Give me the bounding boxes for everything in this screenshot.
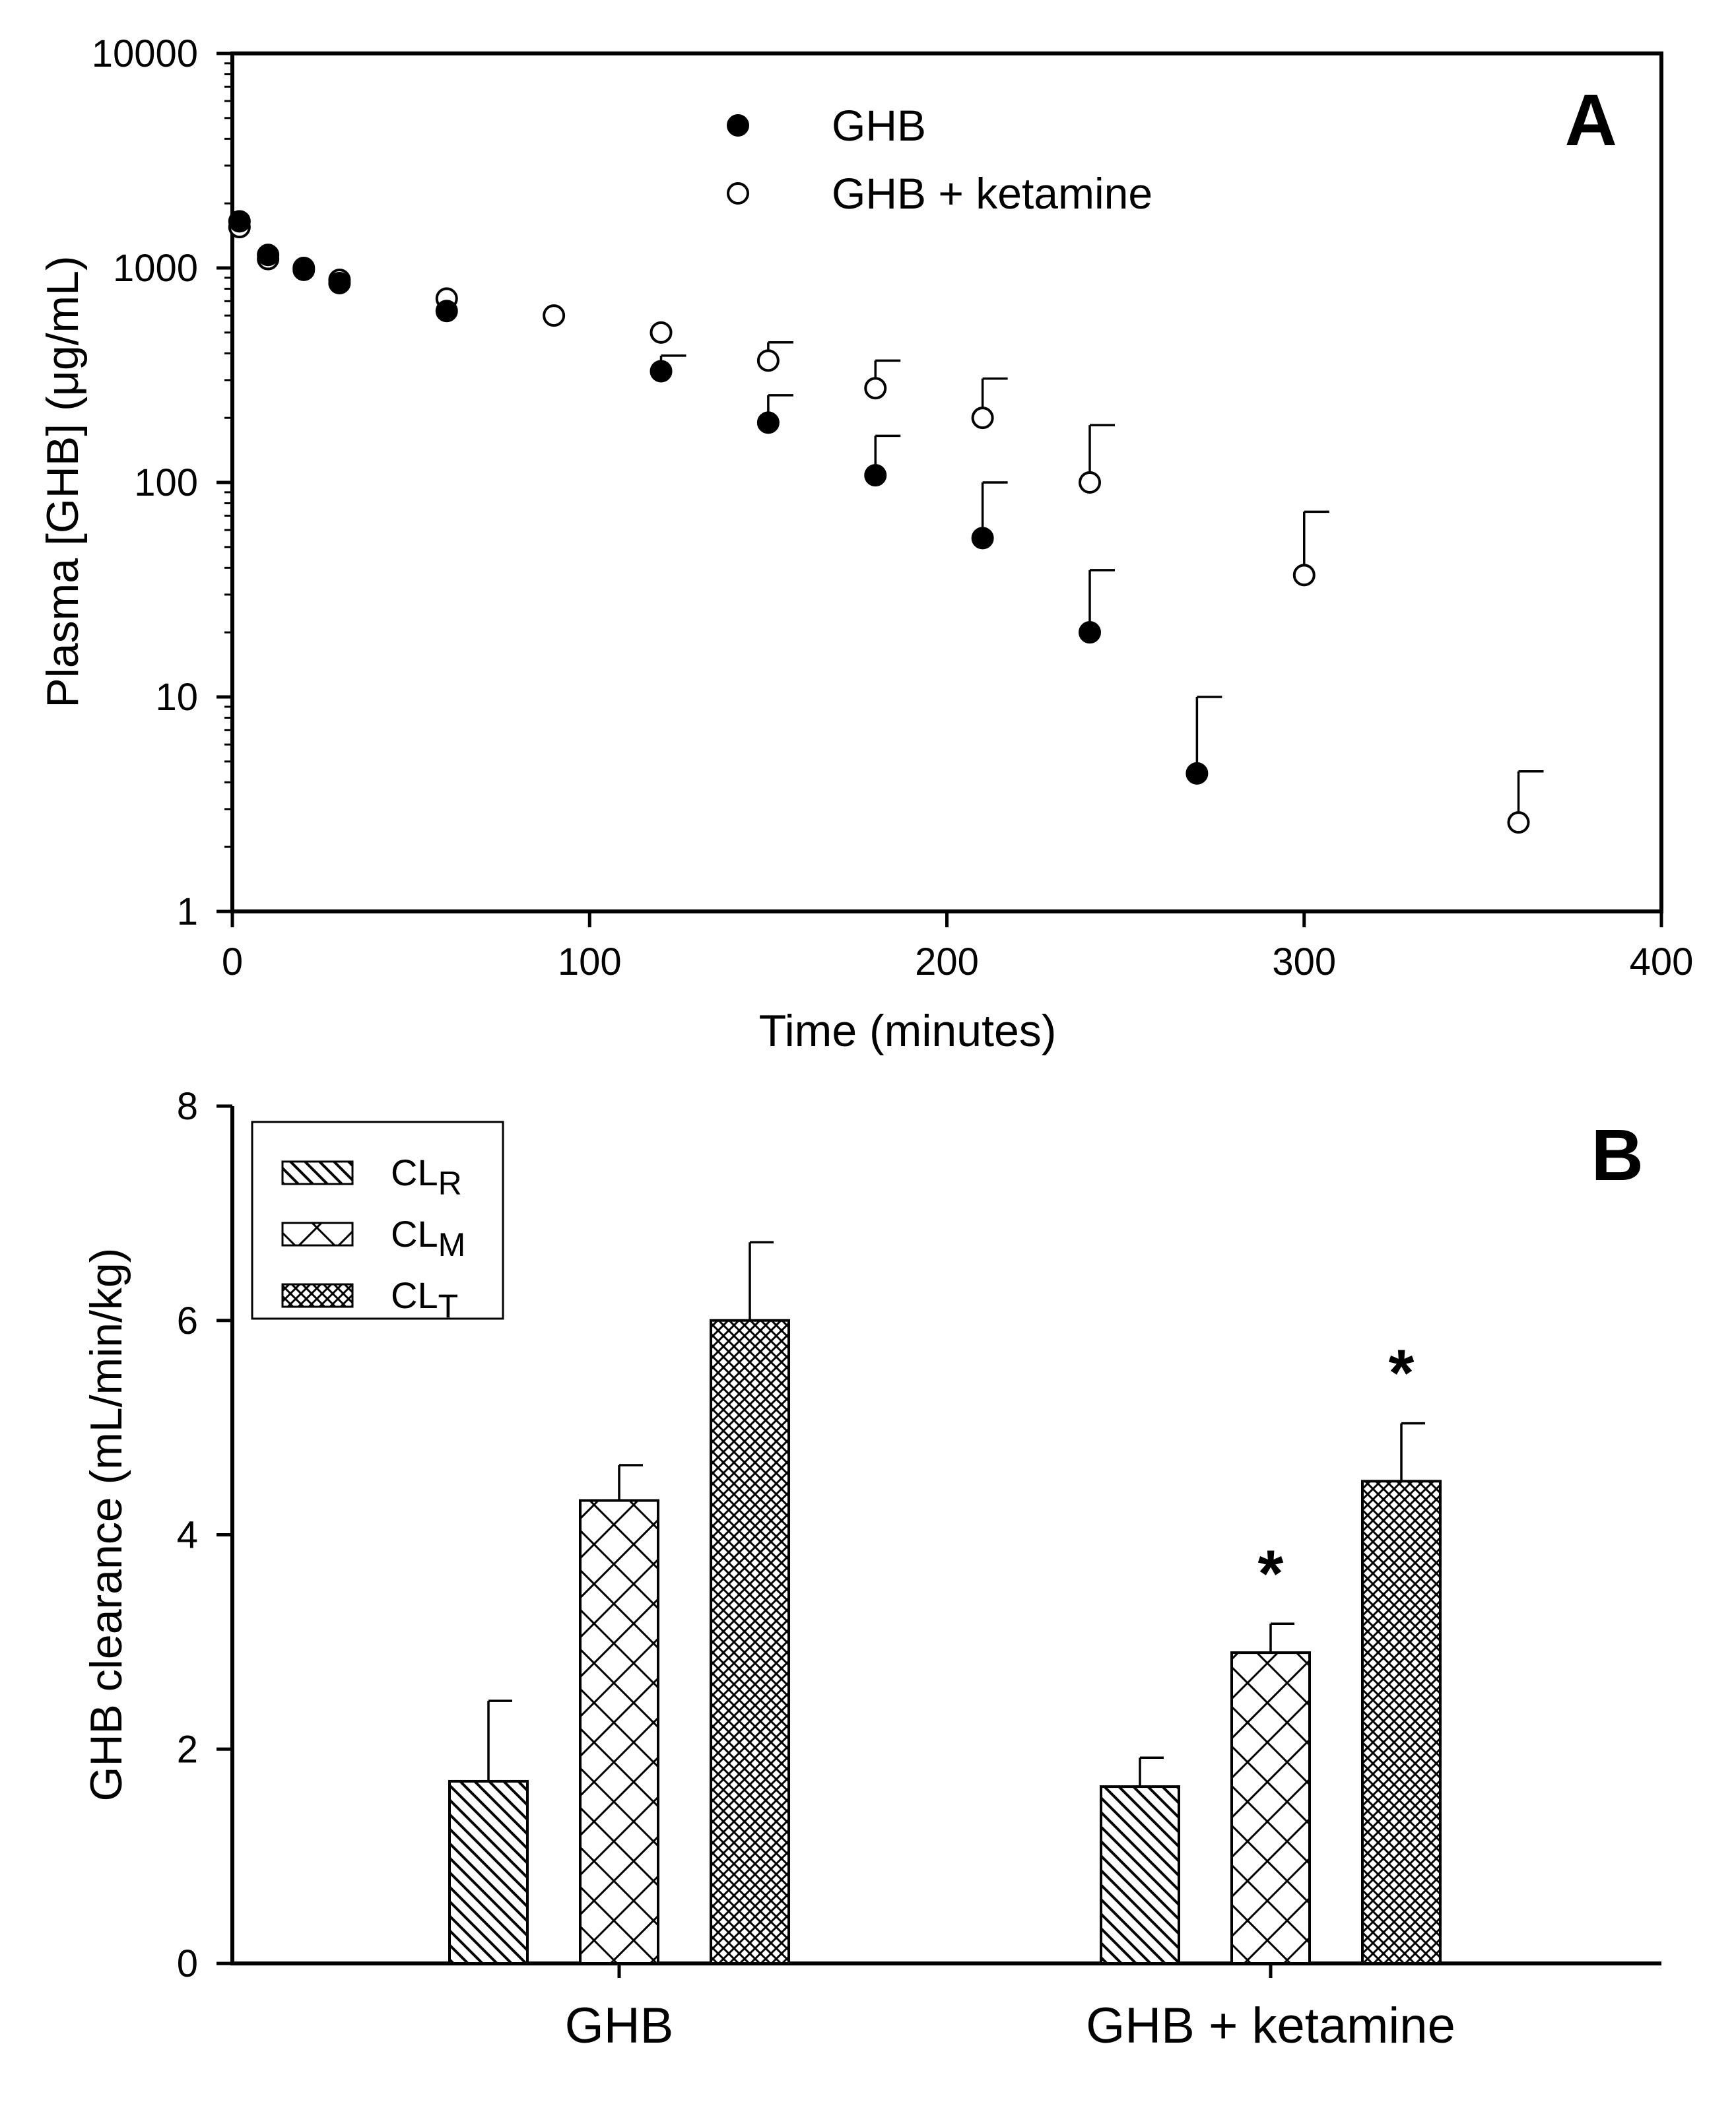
panel-b-y-ticks: 0 2 4 6 8 — [177, 1085, 232, 1985]
y-tick-label: 8 — [177, 1085, 198, 1128]
data-point — [228, 210, 251, 233]
data-point — [650, 321, 673, 344]
panel-b-bars: GHB GHB + ketamine * * — [448, 1241, 1455, 2054]
legend-open-circle-icon — [727, 182, 749, 205]
series-ghb — [228, 210, 1222, 785]
data-point — [1292, 564, 1316, 587]
legend-filled-circle-icon — [727, 114, 749, 137]
data-point — [650, 360, 673, 383]
y-tick-label: 4 — [177, 1514, 198, 1557]
legend-label-ghb: GHB — [832, 101, 926, 150]
panel-a-x-axis-title: Time (minutes) — [759, 1006, 1057, 1056]
panel-a-series — [228, 210, 1544, 834]
bar — [1361, 1480, 1442, 1965]
x-tick-label: 300 — [1272, 940, 1336, 983]
x-tick-label: 400 — [1630, 940, 1694, 983]
panel-a-legend: GHB GHB + ketamine — [727, 101, 1152, 218]
significance-asterisk: * — [1258, 1536, 1284, 1610]
panel-b: 0 2 4 6 8 GHB GHB + ketamine * * B GHB clearanc… — [81, 1085, 1661, 2054]
bar — [579, 1499, 659, 1965]
panel-a-x-ticks: 0 100 200 300 400 — [222, 911, 1694, 983]
data-point — [543, 304, 566, 327]
bar — [1100, 1785, 1180, 1965]
panel-a: 1 10 100 1000 10000 0 100 200 300 400 A Time (mi… — [38, 32, 1693, 1056]
significance-asterisk: * — [1389, 1336, 1415, 1410]
panel-b-y-axis-title: GHB clearance (mL/min/kg) — [81, 1248, 131, 1802]
panel-a-letter: A — [1565, 80, 1617, 161]
panel-b-legend: CLR CLM CLT — [251, 1121, 504, 1325]
panel-b-letter: B — [1591, 1115, 1644, 1196]
series-ghb-ketamine — [228, 216, 1544, 834]
data-point — [971, 527, 994, 550]
data-point — [1079, 471, 1101, 494]
data-point — [257, 244, 280, 267]
legend-label-clt: CLT — [391, 1274, 458, 1325]
bar — [1230, 1651, 1311, 1965]
data-point — [1507, 811, 1530, 834]
data-point — [864, 464, 887, 487]
legend-label-clr: CLR — [391, 1152, 462, 1202]
y-tick-label: 6 — [177, 1300, 198, 1342]
x-tick-label: 100 — [558, 940, 622, 983]
legend-label-clm: CLM — [391, 1213, 465, 1263]
y-tick-label: 2 — [177, 1728, 198, 1771]
data-point — [328, 271, 351, 294]
data-point — [756, 349, 780, 372]
data-point — [1079, 621, 1101, 644]
y-tick-label: 100 — [134, 461, 198, 504]
x-category-label: GHB — [565, 1998, 674, 2054]
legend-swatch-dense-crosshatch-icon — [281, 1283, 354, 1308]
y-tick-label: 1000 — [113, 247, 198, 290]
y-tick-label: 1 — [177, 890, 198, 933]
panel-a-y-axis-title: Plasma [GHB] (μg/mL) — [38, 255, 88, 707]
data-point — [1185, 762, 1209, 785]
y-tick-label: 10 — [155, 676, 198, 719]
data-point — [756, 411, 780, 434]
legend-swatch-crosshatch-icon — [281, 1222, 354, 1247]
bar — [710, 1319, 790, 1965]
legend-label-ghb-ketamine: GHB + ketamine — [832, 169, 1152, 218]
y-tick-label: 10000 — [92, 32, 198, 75]
legend-swatch-diagonal-icon — [281, 1160, 354, 1185]
bar — [448, 1779, 529, 1965]
y-tick-label: 0 — [177, 1942, 198, 1985]
x-tick-label: 0 — [222, 940, 243, 983]
x-tick-label: 200 — [915, 940, 979, 983]
panel-a-y-ticks: 1 10 100 1000 10000 — [92, 32, 232, 933]
data-point — [971, 407, 994, 430]
data-point — [292, 257, 316, 279]
x-category-label: GHB + ketamine — [1086, 1998, 1455, 2054]
data-point — [864, 377, 887, 400]
data-point — [435, 300, 458, 323]
